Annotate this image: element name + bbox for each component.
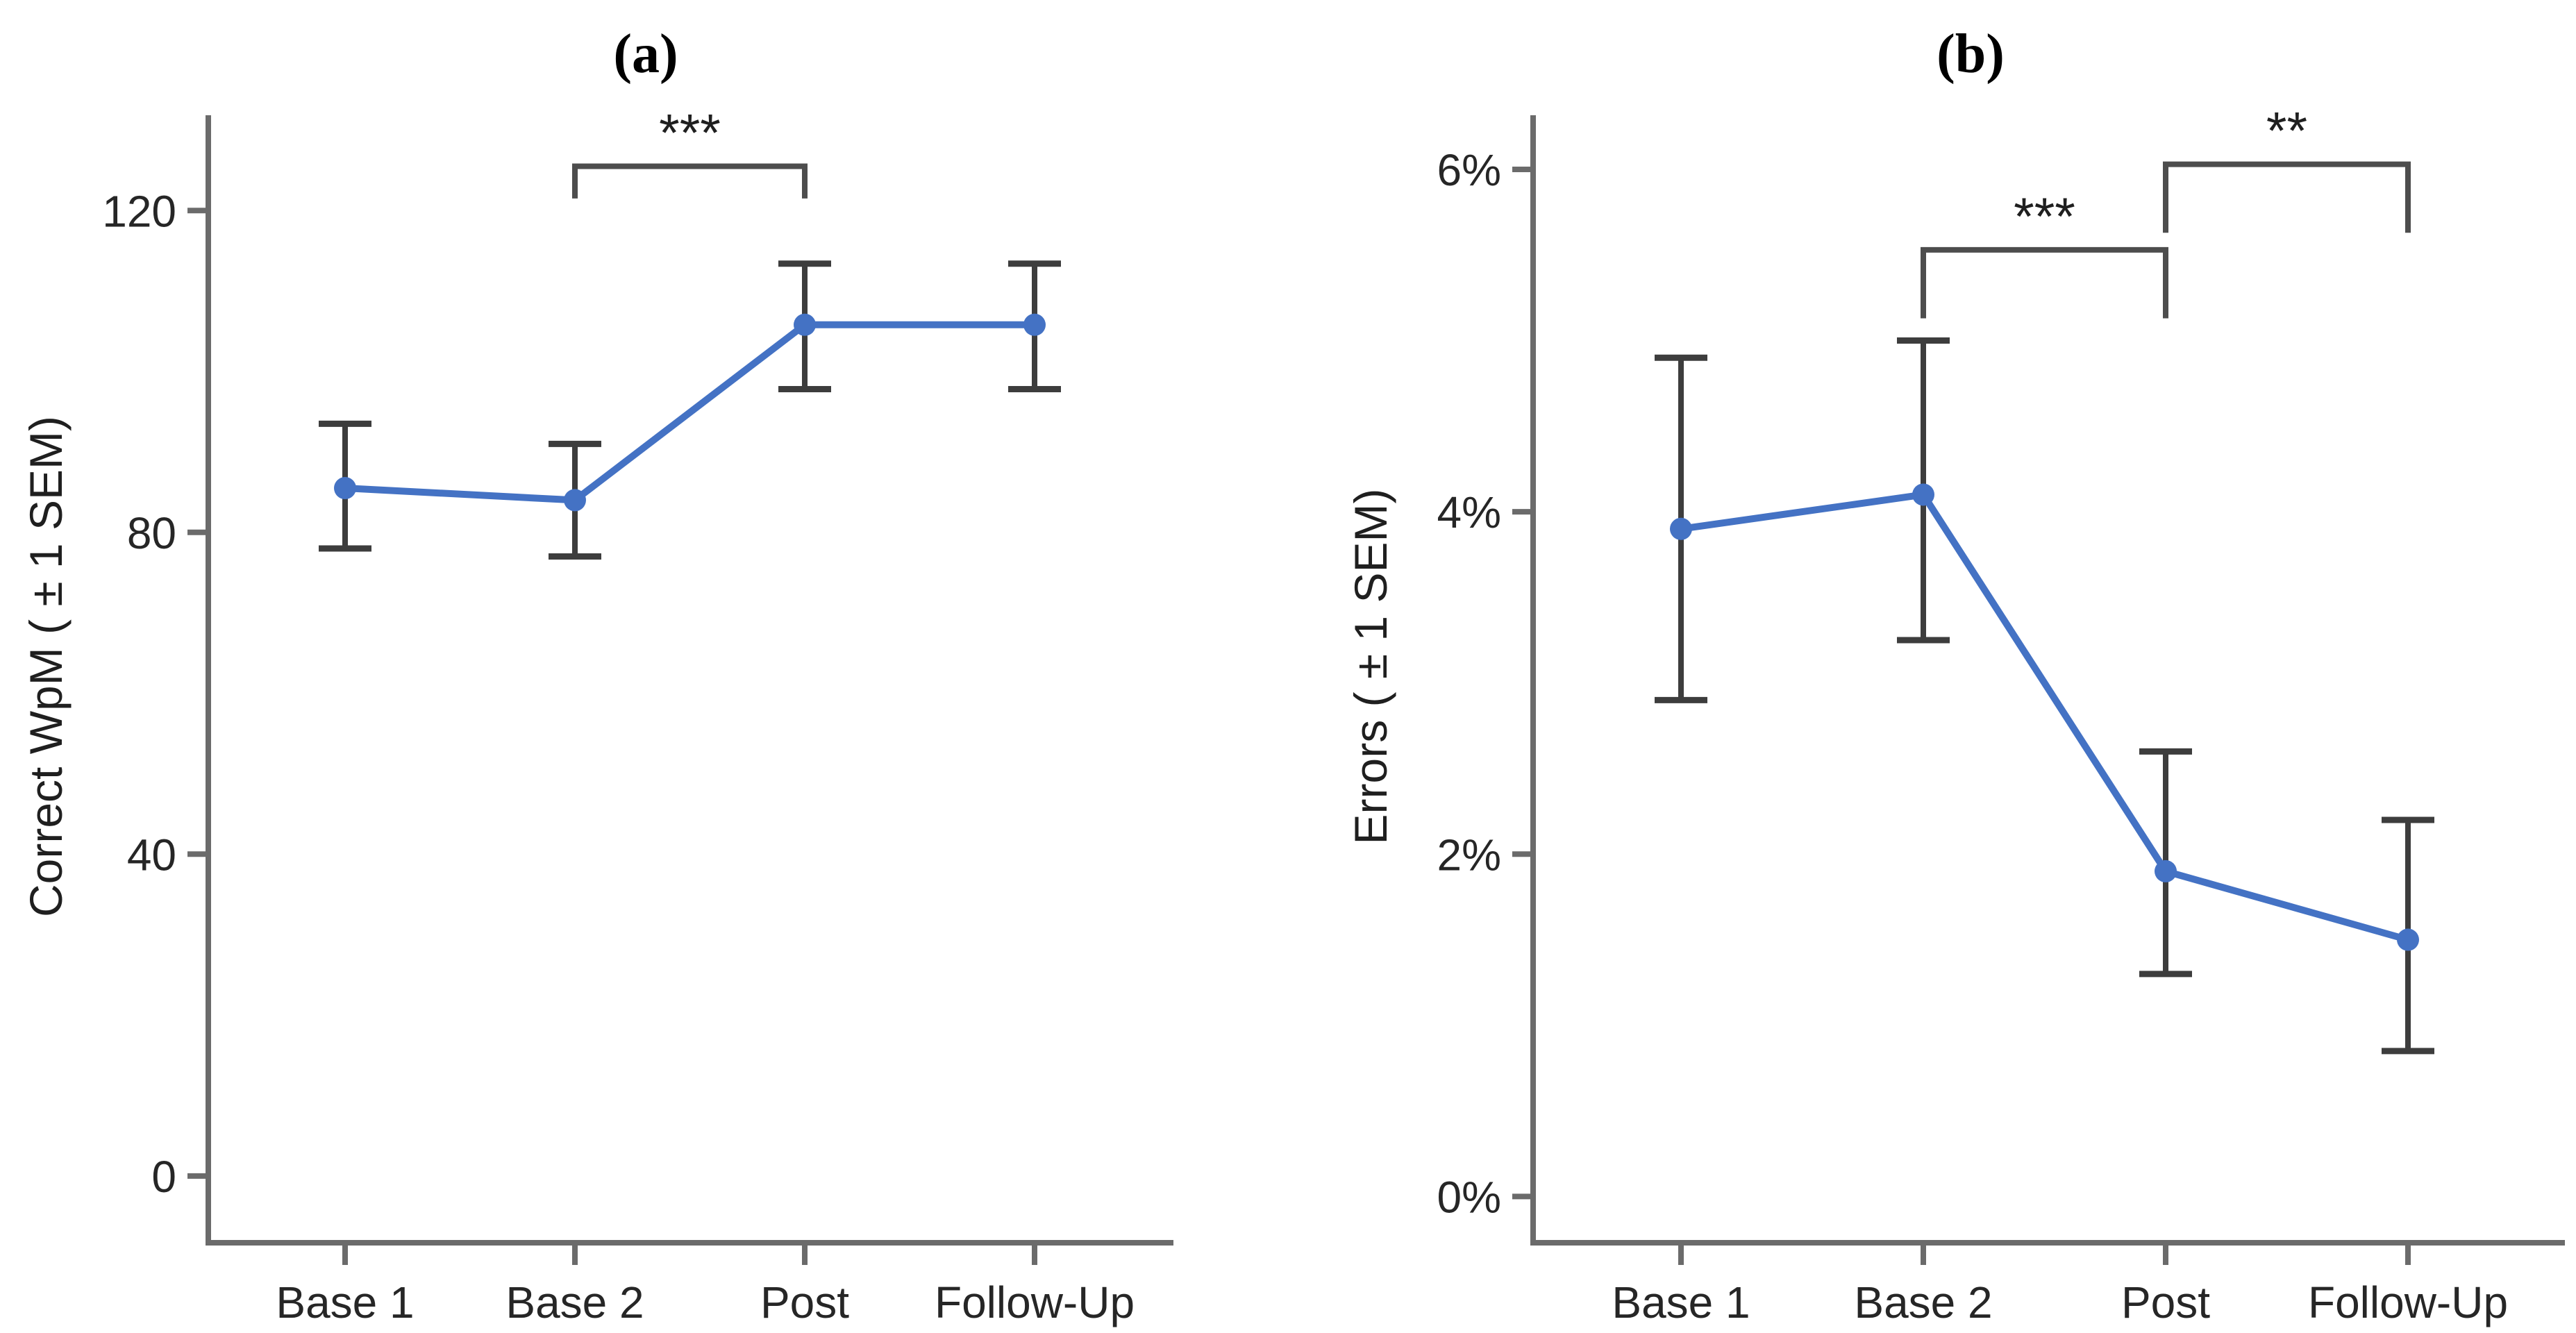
y-tick-label: 40 [127,830,176,880]
x-tick-label: Post [760,1277,849,1327]
x-tick-label: Base 1 [276,1277,414,1327]
x-tick-label: Follow-Up [935,1277,1135,1327]
x-tick-label: Post [2121,1277,2210,1327]
significance-bracket [2163,161,2411,233]
panel-a-y-axis-label: Correct WpM ( ± 1 SEM) [20,416,72,917]
y-tick-label: 6% [1437,145,1502,195]
data-point-marker [564,489,586,512]
data-point-marker [334,477,356,500]
panel-b: 0%2%4%6%Base 1 Base 2 Post Follow-Up***** [1437,102,2565,1327]
y-tick-label: 0 [151,1152,176,1202]
y-tick-label: 4% [1437,487,1502,537]
data-point-marker [2155,860,2177,882]
significance-bracket [1921,246,2168,319]
data-line [1678,491,2411,944]
x-tick-label: Base 2 [1854,1277,1992,1327]
panel-a-title: (a) [613,23,678,85]
data-point-marker [1023,313,1046,336]
y-tick-label: 120 [102,186,176,236]
data-line [342,321,1038,504]
data-point-marker [794,313,816,336]
y-tick-label: 2% [1437,830,1502,880]
significance-stars: ** [2266,102,2307,161]
panel-a: 0 40 80 120 Base 1 Base 2 Post Follow-Up *** [102,104,1173,1327]
panel-b-y-axis-label: Errors ( ± 1 SEM) [1345,488,1396,845]
x-tick-label: Base 2 [505,1277,644,1327]
significance-stars: *** [2014,187,2075,246]
x-tick-label: Follow-Up [2308,1277,2508,1327]
x-tick-label: Base 1 [1612,1277,1750,1327]
y-tick-label: 0% [1437,1172,1502,1222]
data-point-marker [2397,928,2419,951]
significance-bracket [572,163,808,199]
y-tick-label: 80 [127,508,176,558]
data-point-marker [1912,483,1934,506]
significance-stars: *** [659,104,721,163]
panel-b-title: (b) [1937,23,2005,85]
data-point-marker [1670,517,1692,540]
